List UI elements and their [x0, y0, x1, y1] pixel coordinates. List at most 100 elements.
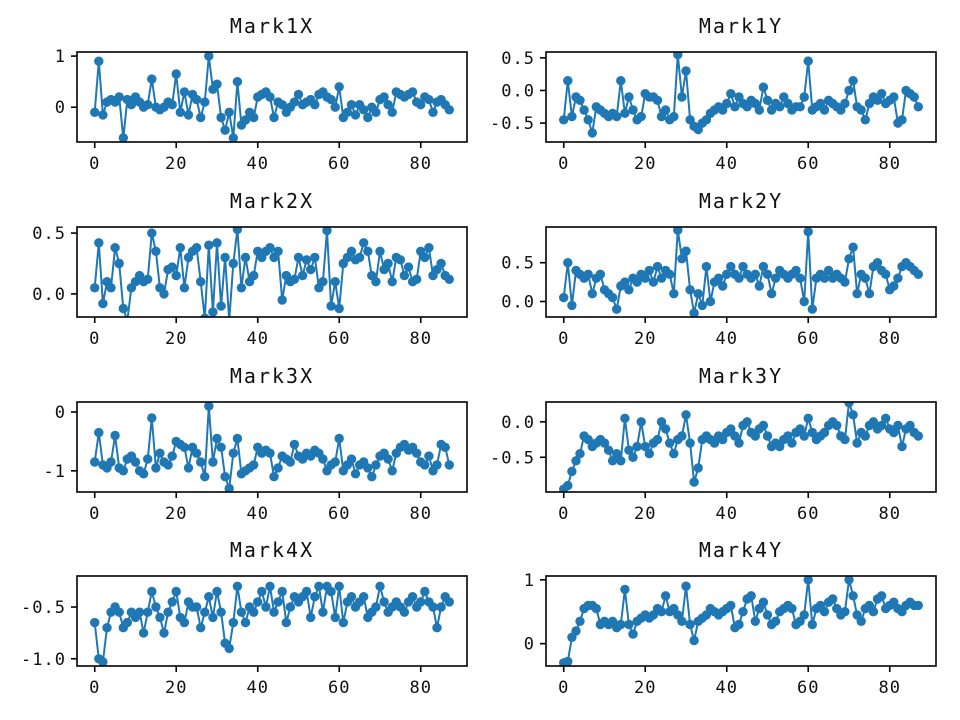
data-point: [285, 457, 295, 467]
data-point: [860, 115, 870, 125]
x-tick-label: 40: [246, 329, 268, 349]
data-point: [387, 277, 397, 287]
data-point: [428, 107, 438, 118]
x-tick-label: 0: [558, 678, 569, 698]
data-point: [628, 105, 638, 115]
data-point: [762, 431, 773, 441]
data-point: [652, 95, 663, 106]
data-point: [795, 424, 805, 434]
data-point: [395, 255, 406, 265]
data-point: [660, 424, 671, 434]
x-tick-label: 0: [89, 504, 100, 524]
data-point: [893, 273, 903, 283]
data-point: [330, 102, 340, 112]
y-tick-label: -1: [44, 462, 66, 482]
data-point: [848, 242, 858, 252]
data-point: [913, 102, 923, 112]
mark2y-plot-svg: 0.5 0.0 0 20 40 60 80: [501, 226, 937, 349]
data-point: [269, 472, 279, 482]
data-point: [416, 100, 426, 110]
data-point: [571, 626, 581, 636]
data-point: [730, 431, 740, 441]
mark4x-plot-svg: -0.5 -1.0 0 20 40 60 80: [21, 575, 468, 698]
data-point: [134, 607, 145, 617]
data-point: [762, 95, 773, 106]
x-tick-label: 20: [165, 678, 187, 698]
data-point: [591, 603, 601, 614]
data-point: [677, 616, 687, 626]
data-point: [726, 424, 736, 434]
data-point: [371, 460, 381, 470]
data-point: [216, 301, 226, 311]
x-tick-label: 80: [410, 678, 432, 698]
data-point: [371, 107, 381, 118]
y-tick-label: -1.0: [21, 650, 66, 670]
data-point: [726, 600, 736, 611]
data-point: [660, 591, 671, 601]
data-point: [844, 85, 854, 96]
data-points: [90, 581, 454, 666]
data-point: [155, 448, 165, 458]
data-point: [603, 445, 614, 455]
data-point: [860, 431, 870, 441]
data-point: [819, 427, 830, 438]
data-point: [249, 460, 259, 470]
data-point: [860, 273, 870, 283]
x-tick-label: 0: [558, 154, 569, 174]
data-point: [94, 427, 104, 438]
data-point: [383, 100, 393, 110]
data-point: [118, 466, 128, 476]
y-tick-label: -0.5: [21, 598, 66, 618]
data-point: [224, 107, 234, 118]
data-point: [823, 265, 834, 276]
data-point: [138, 628, 149, 638]
subplot-title: Mark1X: [229, 14, 315, 38]
data-point: [844, 576, 854, 585]
data-point: [620, 108, 630, 119]
data-point: [114, 92, 124, 102]
x-tick-label: 20: [634, 329, 656, 349]
data-point: [363, 112, 373, 123]
data-point: [803, 56, 813, 66]
data-point: [216, 607, 226, 617]
data-point: [228, 617, 238, 628]
data-point: [897, 115, 907, 125]
data-point: [738, 261, 748, 272]
data-point: [359, 592, 369, 602]
data-point: [693, 463, 703, 473]
data-point: [371, 277, 381, 287]
subplot-title: Mark2Y: [698, 189, 784, 213]
data-point: [876, 420, 887, 431]
data-point: [416, 597, 426, 607]
data-point: [90, 617, 100, 628]
data-point: [143, 100, 153, 110]
data-point: [191, 94, 202, 105]
data-point: [436, 258, 446, 269]
data-point: [424, 94, 434, 105]
data-point: [652, 261, 663, 272]
data-point: [428, 602, 438, 612]
data-point: [228, 258, 238, 269]
data-point: [803, 227, 813, 237]
data-point: [403, 262, 414, 272]
data-point: [143, 274, 153, 284]
y-tick-label: 0: [524, 635, 535, 655]
data-point: [852, 289, 862, 299]
axes-frame: [76, 575, 468, 667]
data-point: [840, 98, 850, 109]
data-point: [685, 438, 695, 448]
x-tick-label: 80: [879, 329, 901, 349]
data-point: [240, 617, 251, 628]
data-point: [648, 277, 659, 287]
x-tick-label: 20: [634, 678, 656, 698]
data-point: [656, 273, 667, 283]
data-point: [803, 576, 813, 585]
data-point: [620, 413, 630, 423]
data-point: [367, 472, 377, 482]
x-tick-label: 20: [634, 504, 656, 524]
data-point: [363, 463, 373, 473]
data-point: [126, 100, 137, 110]
data-point: [334, 581, 344, 591]
y-tick-label: 0.5: [32, 224, 66, 244]
data-point: [563, 76, 573, 86]
